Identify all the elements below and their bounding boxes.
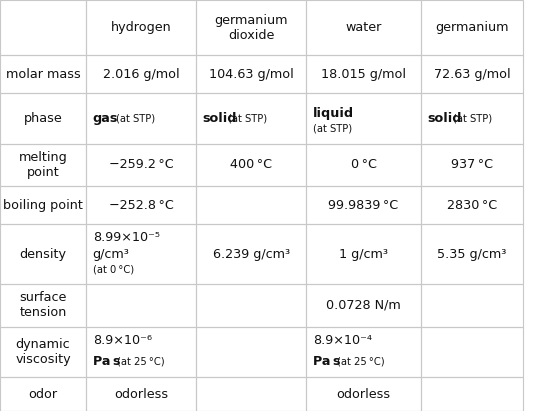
Text: 99.9839 °C: 99.9839 °C bbox=[329, 199, 398, 212]
Text: 400 °C: 400 °C bbox=[230, 158, 272, 171]
Text: (at 25 °C): (at 25 °C) bbox=[337, 356, 384, 366]
Bar bbox=[196, 144, 306, 186]
Text: dynamic
viscosity: dynamic viscosity bbox=[15, 338, 71, 366]
Bar bbox=[421, 144, 523, 186]
Text: 0.0728 N/m: 0.0728 N/m bbox=[326, 299, 401, 312]
Bar bbox=[196, 0, 306, 55]
Text: 2830 °C: 2830 °C bbox=[447, 199, 497, 212]
Bar bbox=[306, 93, 421, 144]
Bar bbox=[306, 0, 421, 55]
Text: surface
tension: surface tension bbox=[20, 291, 66, 319]
Text: (at STP): (at STP) bbox=[116, 113, 155, 124]
Bar bbox=[306, 144, 421, 186]
Bar bbox=[86, 284, 196, 327]
Bar bbox=[0, 377, 86, 411]
Text: liquid: liquid bbox=[313, 107, 354, 120]
Bar bbox=[0, 186, 86, 224]
Bar bbox=[306, 327, 421, 377]
Bar bbox=[86, 144, 196, 186]
Bar bbox=[86, 0, 196, 55]
Bar bbox=[306, 55, 421, 93]
Bar bbox=[196, 186, 306, 224]
Bar bbox=[0, 224, 86, 284]
Bar bbox=[306, 377, 421, 411]
Bar bbox=[196, 284, 306, 327]
Bar bbox=[0, 55, 86, 93]
Bar bbox=[86, 377, 196, 411]
Text: g/cm³: g/cm³ bbox=[93, 247, 130, 261]
Bar bbox=[196, 93, 306, 144]
Text: 8.99×10⁻⁵: 8.99×10⁻⁵ bbox=[93, 231, 160, 244]
Text: (at STP): (at STP) bbox=[313, 124, 352, 134]
Bar bbox=[196, 377, 306, 411]
Bar bbox=[306, 284, 421, 327]
Text: 18.015 g/mol: 18.015 g/mol bbox=[321, 68, 406, 81]
Text: boiling point: boiling point bbox=[3, 199, 83, 212]
Bar bbox=[0, 144, 86, 186]
Bar bbox=[86, 93, 196, 144]
Bar bbox=[86, 186, 196, 224]
Text: 1 g/cm³: 1 g/cm³ bbox=[339, 247, 388, 261]
Text: molar mass: molar mass bbox=[5, 68, 81, 81]
Text: (at STP): (at STP) bbox=[453, 113, 492, 124]
Bar bbox=[421, 93, 523, 144]
Text: odorless: odorless bbox=[114, 388, 168, 401]
Text: 2.016 g/mol: 2.016 g/mol bbox=[103, 68, 179, 81]
Text: solid: solid bbox=[427, 112, 462, 125]
Text: odor: odor bbox=[28, 388, 58, 401]
Bar bbox=[421, 377, 523, 411]
Bar bbox=[196, 327, 306, 377]
Bar bbox=[0, 93, 86, 144]
Bar bbox=[86, 327, 196, 377]
Bar bbox=[306, 224, 421, 284]
Text: 72.63 g/mol: 72.63 g/mol bbox=[434, 68, 510, 81]
Text: −259.2 °C: −259.2 °C bbox=[109, 158, 173, 171]
Text: (at STP): (at STP) bbox=[228, 113, 268, 124]
Bar bbox=[421, 224, 523, 284]
Bar bbox=[421, 284, 523, 327]
Text: solid: solid bbox=[203, 112, 237, 125]
Bar bbox=[86, 55, 196, 93]
Bar bbox=[0, 284, 86, 327]
Text: Pa s: Pa s bbox=[313, 355, 340, 368]
Text: 104.63 g/mol: 104.63 g/mol bbox=[209, 68, 294, 81]
Bar bbox=[0, 0, 86, 55]
Bar bbox=[86, 224, 196, 284]
Text: Pa s: Pa s bbox=[93, 355, 120, 368]
Bar bbox=[421, 55, 523, 93]
Text: 6.239 g/cm³: 6.239 g/cm³ bbox=[213, 247, 290, 261]
Text: gas: gas bbox=[93, 112, 118, 125]
Text: (at 25 °C): (at 25 °C) bbox=[117, 356, 164, 366]
Bar bbox=[421, 0, 523, 55]
Text: density: density bbox=[20, 247, 66, 261]
Text: odorless: odorless bbox=[336, 388, 391, 401]
Text: phase: phase bbox=[23, 112, 63, 125]
Text: 937 °C: 937 °C bbox=[451, 158, 493, 171]
Bar bbox=[421, 186, 523, 224]
Text: (at 0 °C): (at 0 °C) bbox=[93, 265, 134, 275]
Bar bbox=[196, 55, 306, 93]
Text: 8.9×10⁻⁶: 8.9×10⁻⁶ bbox=[93, 334, 152, 347]
Text: germanium: germanium bbox=[435, 21, 508, 34]
Bar bbox=[306, 186, 421, 224]
Bar bbox=[421, 327, 523, 377]
Text: 8.9×10⁻⁴: 8.9×10⁻⁴ bbox=[313, 334, 372, 347]
Text: 0 °C: 0 °C bbox=[350, 158, 377, 171]
Text: −252.8 °C: −252.8 °C bbox=[108, 199, 174, 212]
Text: water: water bbox=[346, 21, 382, 34]
Text: melting
point: melting point bbox=[19, 151, 68, 179]
Text: 5.35 g/cm³: 5.35 g/cm³ bbox=[437, 247, 507, 261]
Text: hydrogen: hydrogen bbox=[111, 21, 172, 34]
Text: germanium
dioxide: germanium dioxide bbox=[215, 14, 288, 42]
Bar bbox=[0, 327, 86, 377]
Bar bbox=[196, 224, 306, 284]
